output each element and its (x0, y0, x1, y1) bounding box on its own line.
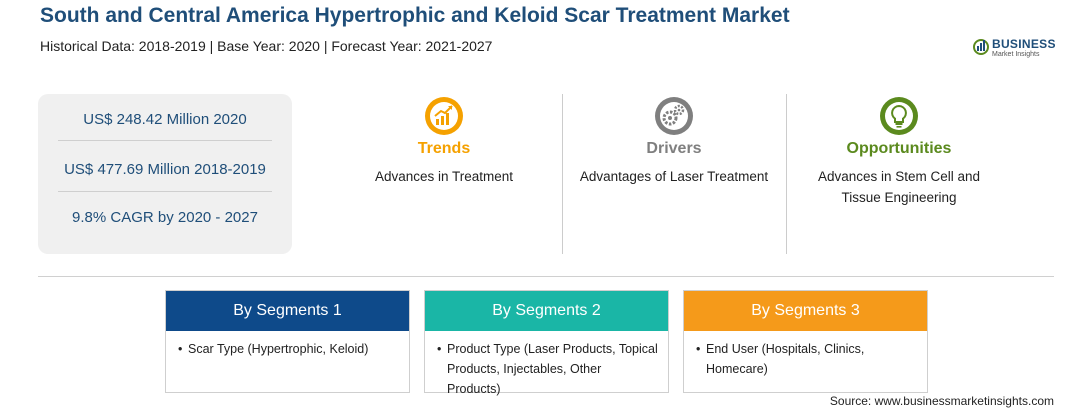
stat-market-size-2020: US$ 248.42 Million 2020 (83, 111, 247, 128)
opportunities-column: Opportunities Advances in Stem Cell and … (800, 96, 998, 208)
stat-divider (58, 140, 272, 141)
segment-3-line: Homecare) (706, 362, 768, 376)
segment-1-title: By Segments 1 (166, 291, 409, 331)
stat-divider (58, 191, 272, 192)
opportunities-desc-line: Tissue Engineering (841, 190, 957, 205)
section-divider (38, 276, 1054, 277)
stat-cagr: 9.8% CAGR by 2020 - 2027 (72, 209, 258, 226)
segment-3-line: End User (Hospitals, Clinics, (706, 342, 865, 356)
trends-column: Trends Advances in Treatment (354, 96, 534, 187)
segment-2-line: Product Type (Laser Products, Topical (447, 342, 658, 356)
bullet-icon: • (696, 342, 701, 356)
logo-globe-icon (973, 39, 989, 55)
trends-description: Advances in Treatment (374, 169, 514, 184)
logo-text-market-insights: Market Insights (992, 51, 1040, 58)
segment-2-line: Products, Injectables, Other Products) (447, 362, 602, 396)
logo-text-business: BUSINESS (992, 37, 1056, 51)
segment-1-body: • Scar Type (Hypertrophic, Keloid) (166, 331, 409, 359)
segment-3-title: By Segments 3 (684, 291, 927, 331)
segment-3-body: • End User (Hospitals, Clinics, Homecare) (684, 331, 927, 379)
segment-2-title: By Segments 2 (425, 291, 668, 331)
segment-card-3: By Segments 3 • End User (Hospitals, Clin… (683, 290, 928, 393)
source-credit: Source: www.businessmarketinsights.com (829, 394, 1054, 408)
opportunities-desc-line: Advances in Stem Cell and (817, 169, 981, 184)
column-divider (786, 94, 787, 254)
gears-icon (655, 97, 693, 135)
trends-heading: Trends (417, 140, 471, 157)
column-divider (562, 94, 563, 254)
page-subtitle: Historical Data: 2018-2019 | Base Year: … (40, 38, 493, 54)
drivers-description: Advantages of Laser Treatment (579, 169, 769, 184)
page-title: South and Central America Hypertrophic a… (40, 4, 790, 27)
segment-card-2: By Segments 2 • Product Type (Laser Produ… (424, 290, 669, 396)
segment-2-body: • Product Type (Laser Products, Topical P… (425, 331, 668, 399)
drivers-heading: Drivers (646, 140, 702, 157)
lightbulb-icon (880, 97, 918, 135)
segment-card-1: By Segments 1 • Scar Type (Hypertrophic, … (165, 290, 410, 393)
key-stats-panel: US$ 248.42 Million 2020 US$ 477.69 Milli… (38, 94, 292, 254)
bullet-icon: • (178, 342, 183, 356)
business-market-insights-logo: BUSINESS Market Insights (972, 35, 1062, 61)
opportunities-heading: Opportunities (846, 140, 952, 157)
stat-historical-size: US$ 477.69 Million 2018-2019 (64, 161, 266, 178)
opportunities-description: Advances in Stem Cell and Tissue Enginee… (800, 166, 998, 208)
segment-1-line: Scar Type (Hypertrophic, Keloid) (188, 342, 369, 356)
drivers-column: Drivers Advantages of Laser Treatment (574, 96, 774, 187)
bullet-icon: • (437, 342, 442, 356)
chart-up-icon (425, 97, 463, 135)
